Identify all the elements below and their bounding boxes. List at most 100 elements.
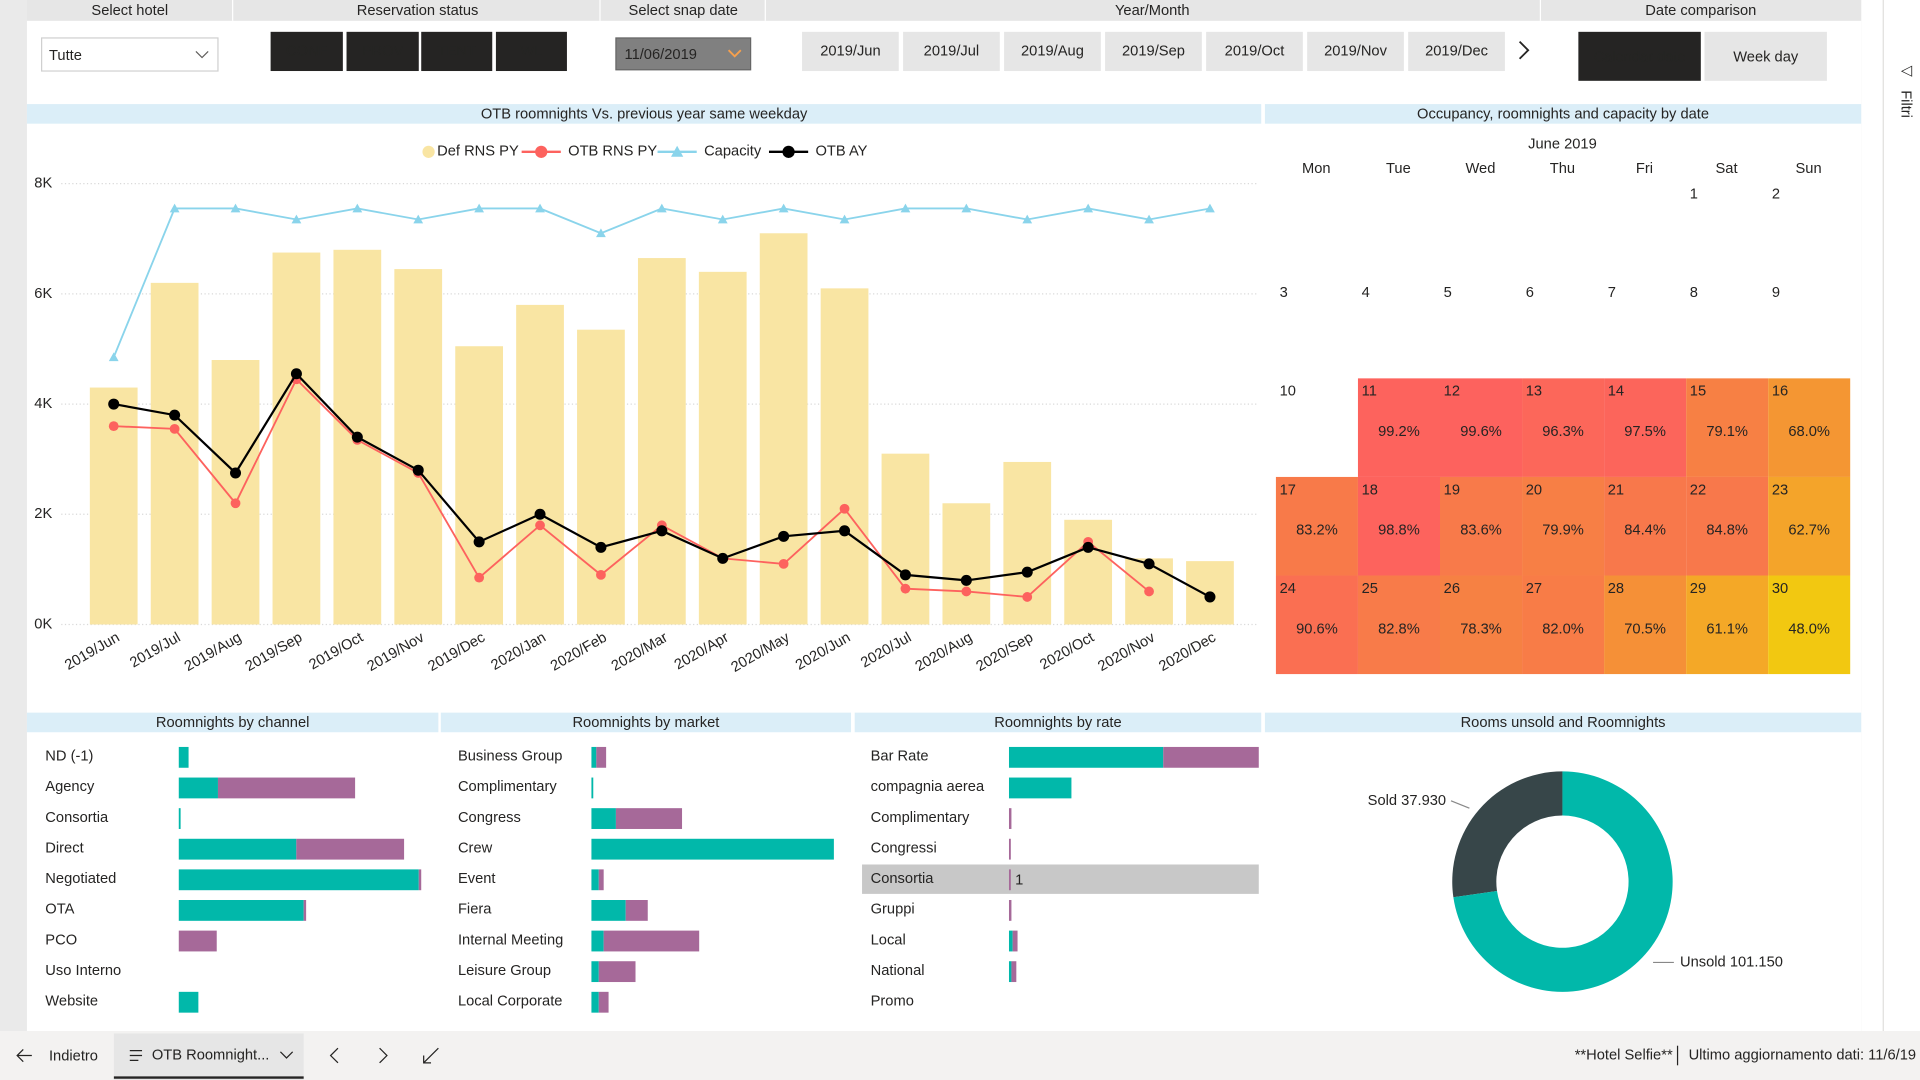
heat-cell	[1440, 476, 1523, 576]
bar-segment	[178, 746, 189, 768]
comparison-label: Calendar date	[1593, 49, 1685, 65]
month-button[interactable]	[1105, 31, 1202, 72]
day-number: 20	[1526, 482, 1542, 498]
month-button[interactable]	[1408, 31, 1505, 72]
marker	[169, 203, 180, 213]
category-label: Complimentary	[458, 779, 557, 795]
status-button[interactable]	[421, 31, 493, 72]
prev-page[interactable]	[329, 1047, 339, 1064]
category-label: Local Corporate	[458, 994, 563, 1010]
next-arrow[interactable]	[1518, 40, 1530, 60]
back-button[interactable]: Indietro	[49, 1049, 98, 1065]
heat-cell	[1357, 575, 1440, 675]
bar-segment	[1008, 930, 1013, 952]
chart-title-bar	[854, 712, 1262, 733]
heat-cell	[1604, 575, 1687, 675]
day-number: 2	[1772, 187, 1780, 203]
marker	[1144, 586, 1154, 597]
next-page[interactable]	[379, 1047, 388, 1064]
heat-cell	[1440, 575, 1523, 675]
day-number: 8	[1690, 285, 1698, 301]
tab-chevron[interactable]	[279, 1051, 294, 1059]
comparison-button[interactable]	[1578, 31, 1701, 81]
bar-segment	[178, 869, 419, 891]
filters-pane[interactable]: Filtri	[1897, 90, 1913, 118]
date-picker[interactable]	[615, 37, 752, 71]
cell-value: 70.5%	[1624, 621, 1666, 637]
page-tab[interactable]: OTB Roomnight...	[152, 1047, 270, 1063]
bar	[150, 282, 199, 625]
fullscreen-icon[interactable]	[423, 1047, 439, 1064]
bar-segment	[591, 746, 597, 768]
marker	[839, 214, 850, 224]
month-button[interactable]	[1206, 31, 1303, 72]
line	[113, 377, 1150, 598]
marker	[535, 520, 545, 531]
last-update: Ultimo aggiornamento dati: 11/6/19	[1689, 1047, 1917, 1063]
marker	[352, 203, 363, 213]
category-label: Agency	[45, 779, 95, 795]
month-button[interactable]	[1004, 31, 1101, 72]
bar	[1064, 519, 1113, 625]
legend-marker	[671, 145, 684, 157]
marker	[534, 508, 546, 520]
legend-marker	[535, 145, 548, 158]
bar-segment	[596, 746, 607, 768]
marker	[656, 525, 668, 537]
bar-segment	[303, 900, 307, 921]
marker	[413, 214, 424, 224]
page-tab-bg[interactable]	[113, 1033, 304, 1080]
day-number: 26	[1444, 581, 1460, 597]
chart-title-bar	[26, 104, 1262, 124]
donut-category: Sold	[1368, 793, 1397, 809]
hotel-dropdown[interactable]	[41, 37, 219, 72]
month-button[interactable]	[903, 31, 1000, 72]
bar-segment	[1011, 961, 1017, 983]
cell-value: 83.6%	[1460, 523, 1502, 539]
heat-cell	[1686, 575, 1769, 675]
marker	[535, 203, 545, 213]
month-label: 2019/Sep	[1122, 43, 1185, 59]
back-icon[interactable]	[16, 1048, 32, 1063]
donut-label: Unsold 101.150	[1680, 954, 1783, 970]
day-number: 14	[1608, 384, 1624, 400]
cell-value: 79.1%	[1706, 424, 1748, 440]
status-button[interactable]	[346, 31, 419, 72]
filters-strip	[1861, 0, 1920, 1032]
marker	[778, 558, 789, 569]
marker	[961, 203, 972, 213]
marker	[595, 541, 607, 553]
month-button[interactable]	[1307, 31, 1404, 72]
marker	[900, 583, 911, 594]
day-number: 17	[1280, 482, 1296, 498]
cell-value: 61.1%	[1706, 621, 1748, 637]
day-number: 28	[1608, 581, 1624, 597]
donut-slice	[1452, 771, 1563, 898]
category-label: Website	[45, 994, 98, 1010]
weekday: Mon	[1302, 161, 1331, 177]
cell-value: 48.0%	[1788, 621, 1830, 637]
bar-segment	[625, 900, 648, 921]
day-number: 1	[1690, 187, 1698, 203]
legend-label: Def RNS PY	[437, 144, 519, 160]
month-button[interactable]	[802, 31, 899, 72]
day-number: 12	[1444, 384, 1460, 400]
day-number: 6	[1526, 285, 1534, 301]
weekday: Fri	[1636, 161, 1653, 177]
month-label: 2019/Aug	[1021, 43, 1084, 59]
bar-segment	[178, 930, 217, 952]
bar-segment	[598, 869, 604, 891]
bar-segment	[591, 777, 594, 799]
hotel-name: **Hotel Selfie**	[1575, 1047, 1673, 1063]
y-tick-label: 2K	[34, 506, 52, 522]
heat-cell	[1768, 575, 1851, 675]
status-button[interactable]	[495, 31, 567, 72]
status-button[interactable]	[270, 31, 343, 72]
day-number: 18	[1362, 482, 1378, 498]
month-label: 2019/Nov	[1324, 43, 1388, 59]
bar-segment	[296, 838, 405, 860]
donut-value: 37.930	[1401, 793, 1446, 809]
filters-arrow[interactable]: ◁	[1900, 63, 1913, 79]
comparison-button[interactable]	[1704, 31, 1827, 81]
